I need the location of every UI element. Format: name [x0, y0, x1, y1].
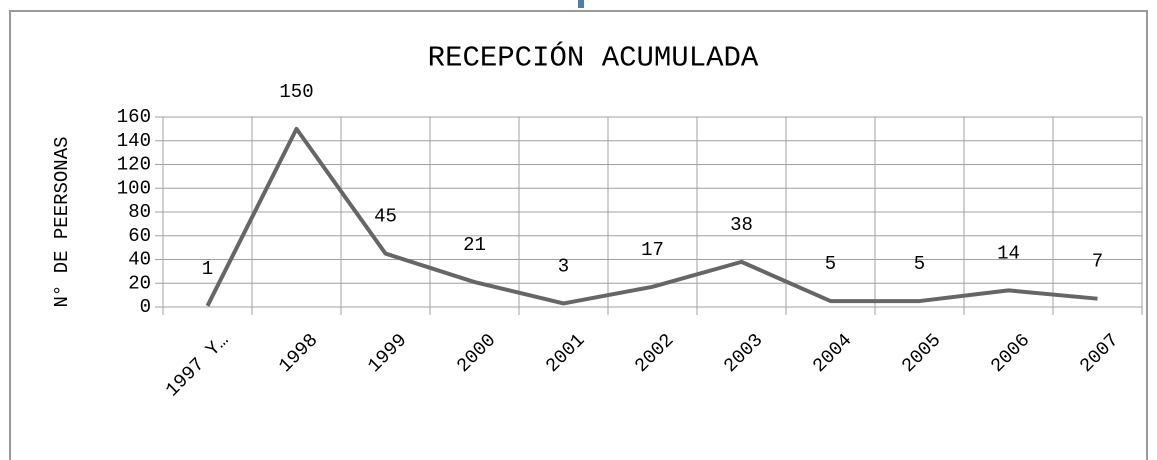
y-tick-label: 160	[117, 106, 151, 128]
data-label: 5	[825, 253, 836, 275]
data-label: 1	[202, 258, 213, 280]
data-label: 17	[641, 239, 664, 261]
y-tick-label: 20	[128, 272, 151, 294]
y-axis-label: N° DE PEERSONAS	[51, 136, 73, 307]
data-label: 7	[1092, 251, 1103, 273]
data-label: 38	[730, 214, 753, 236]
data-label: 21	[463, 234, 486, 256]
y-tick-label: 40	[128, 249, 151, 271]
frame	[9, 10, 1148, 460]
y-tick-label: 0	[140, 296, 151, 318]
edge-marker	[578, 0, 584, 8]
y-tick-label: 140	[117, 130, 151, 152]
y-tick-label: 100	[117, 177, 151, 199]
y-tick-label: 60	[128, 225, 151, 247]
data-label: 14	[997, 242, 1020, 264]
chart-title: RECEPCIÓN ACUMULADA	[428, 41, 759, 75]
data-label: 45	[374, 206, 397, 228]
data-label: 150	[279, 81, 313, 103]
data-label: 5	[914, 253, 925, 275]
y-tick-label: 80	[128, 201, 151, 223]
line	[205, 126, 1098, 307]
y-tick-label: 120	[117, 154, 151, 176]
data-label: 3	[558, 255, 569, 277]
